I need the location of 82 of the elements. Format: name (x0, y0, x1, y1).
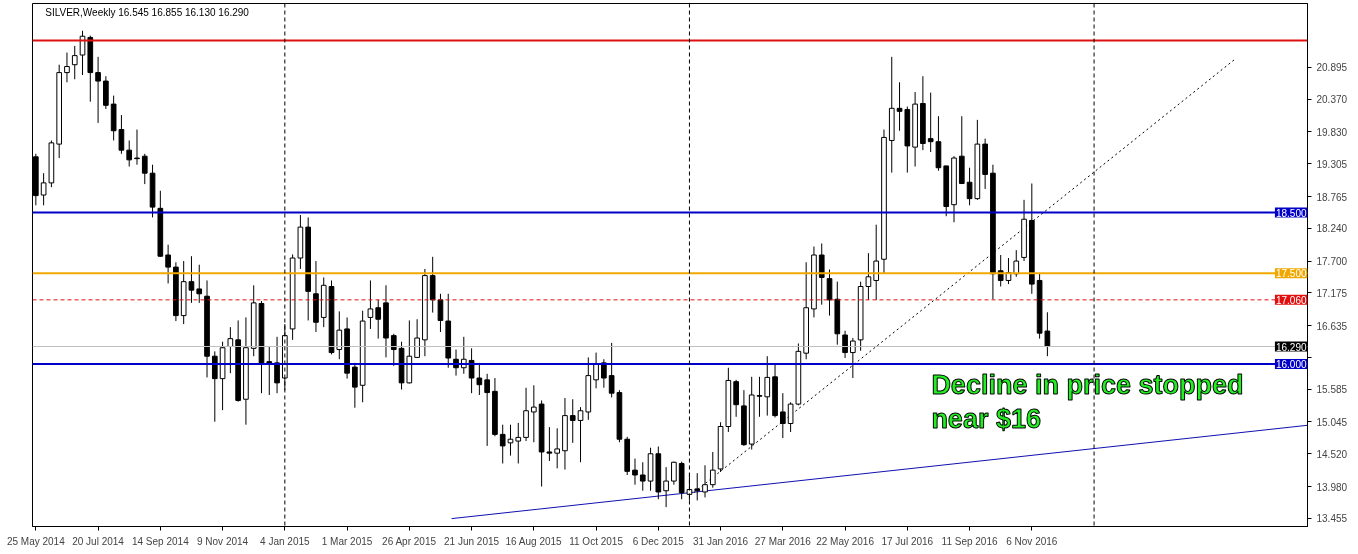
candlestick (211, 350, 218, 423)
candlestick (873, 224, 880, 301)
ref-line-label: 17.500 (1275, 268, 1307, 280)
candlestick (764, 355, 771, 417)
x-tick-label: 11 Oct 2015 (569, 535, 624, 547)
candlestick (367, 279, 374, 330)
y-tick-label: 20.895 (1316, 62, 1348, 74)
x-tick-label: 17 Jul 2016 (881, 535, 934, 547)
y-tick-label: 17.700 (1316, 256, 1348, 268)
candlestick (196, 264, 203, 304)
ref-line-label: 16.000 (1275, 359, 1307, 371)
candlestick (639, 461, 646, 492)
x-tick-label: 16 Aug 2015 (505, 535, 563, 547)
candlestick (95, 56, 101, 124)
x-tick-label: 11 Sep 2016 (941, 535, 998, 547)
candlestick (40, 172, 47, 206)
y-tick-label: 19.830 (1316, 126, 1348, 138)
candlestick (593, 352, 599, 389)
candlestick (554, 427, 561, 469)
candlestick (476, 362, 483, 396)
x-tick-label: 31 Jan 2016 (693, 535, 749, 547)
x-tick-label: 6 Nov 2016 (1006, 535, 1058, 547)
candlestick (787, 401, 794, 433)
x-tick-label: 20 Jul 2014 (72, 535, 125, 547)
x-tick-label: 1 Mar 2015 (321, 535, 373, 547)
candlestick (227, 326, 234, 374)
y-tick-label: 13.980 (1316, 481, 1348, 493)
y-tick-label: 15.045 (1316, 416, 1348, 428)
candlestick (390, 333, 397, 367)
candlestick (484, 373, 490, 447)
candlestick (64, 52, 70, 83)
candlestick (632, 458, 638, 486)
candlestick (842, 330, 848, 359)
candlestick (779, 392, 786, 439)
ref-line-label: 16.290 (1275, 341, 1307, 353)
candlestick (71, 45, 78, 80)
y-tick-label: 14.520 (1316, 448, 1348, 460)
candlestick (569, 398, 576, 444)
x-tick-label: 6 Dec 2015 (632, 535, 685, 547)
candlestick (507, 424, 514, 457)
y-tick-label: 18.240 (1316, 223, 1348, 235)
candlestick (126, 139, 133, 168)
candlestick (531, 384, 537, 443)
x-tick-label: 4 Jan 2015 (260, 535, 311, 547)
candlestick (266, 346, 273, 396)
y-tick-label: 19.305 (1316, 158, 1348, 170)
x-tick-label: 27 Mar 2016 (754, 535, 812, 547)
candlestick (515, 422, 522, 464)
candlestick (274, 336, 280, 394)
y-tick-label: 16.635 (1316, 320, 1348, 332)
candlestick (546, 426, 553, 462)
candlestick (352, 362, 358, 409)
candlestick (499, 424, 506, 464)
candlestick (663, 466, 669, 508)
candlestick (850, 337, 856, 379)
candlestick (437, 293, 444, 333)
y-tick-label: 15.585 (1316, 384, 1348, 396)
ref-line-label: 18.500 (1275, 207, 1307, 219)
x-tick-label: 22 May 2016 (816, 535, 875, 547)
x-tick-label: 21 Jun 2015 (444, 535, 500, 547)
y-tick-label: 20.370 (1316, 94, 1348, 106)
x-tick-label: 25 May 2014 (6, 535, 66, 547)
candlestick (601, 358, 607, 389)
candlestick (375, 299, 382, 340)
y-tick-label: 13.455 (1316, 513, 1348, 525)
candlestick (134, 129, 140, 166)
x-tick-label: 26 Apr 2015 (382, 535, 437, 547)
candlestick (927, 92, 934, 153)
candlestick (818, 242, 825, 306)
candlestick (733, 379, 739, 418)
candlestick (165, 244, 171, 284)
x-tick-label: 9 Nov 2014 (197, 535, 249, 547)
ref-line-label: 17.060 (1275, 294, 1307, 306)
chart-title: SILVER,Weekly 16.545 16.855 16.130 16.290 (45, 6, 250, 18)
candlestick (468, 347, 475, 394)
candlestick (756, 376, 763, 418)
x-tick-label: 14 Sep 2014 (131, 535, 190, 547)
candlestick (709, 451, 716, 489)
annotation: Decline in price stopped near $16 (931, 369, 1244, 435)
candlestick (141, 153, 148, 185)
y-tick-label: 17.175 (1316, 287, 1348, 299)
y-tick-label: 18.765 (1316, 191, 1348, 203)
